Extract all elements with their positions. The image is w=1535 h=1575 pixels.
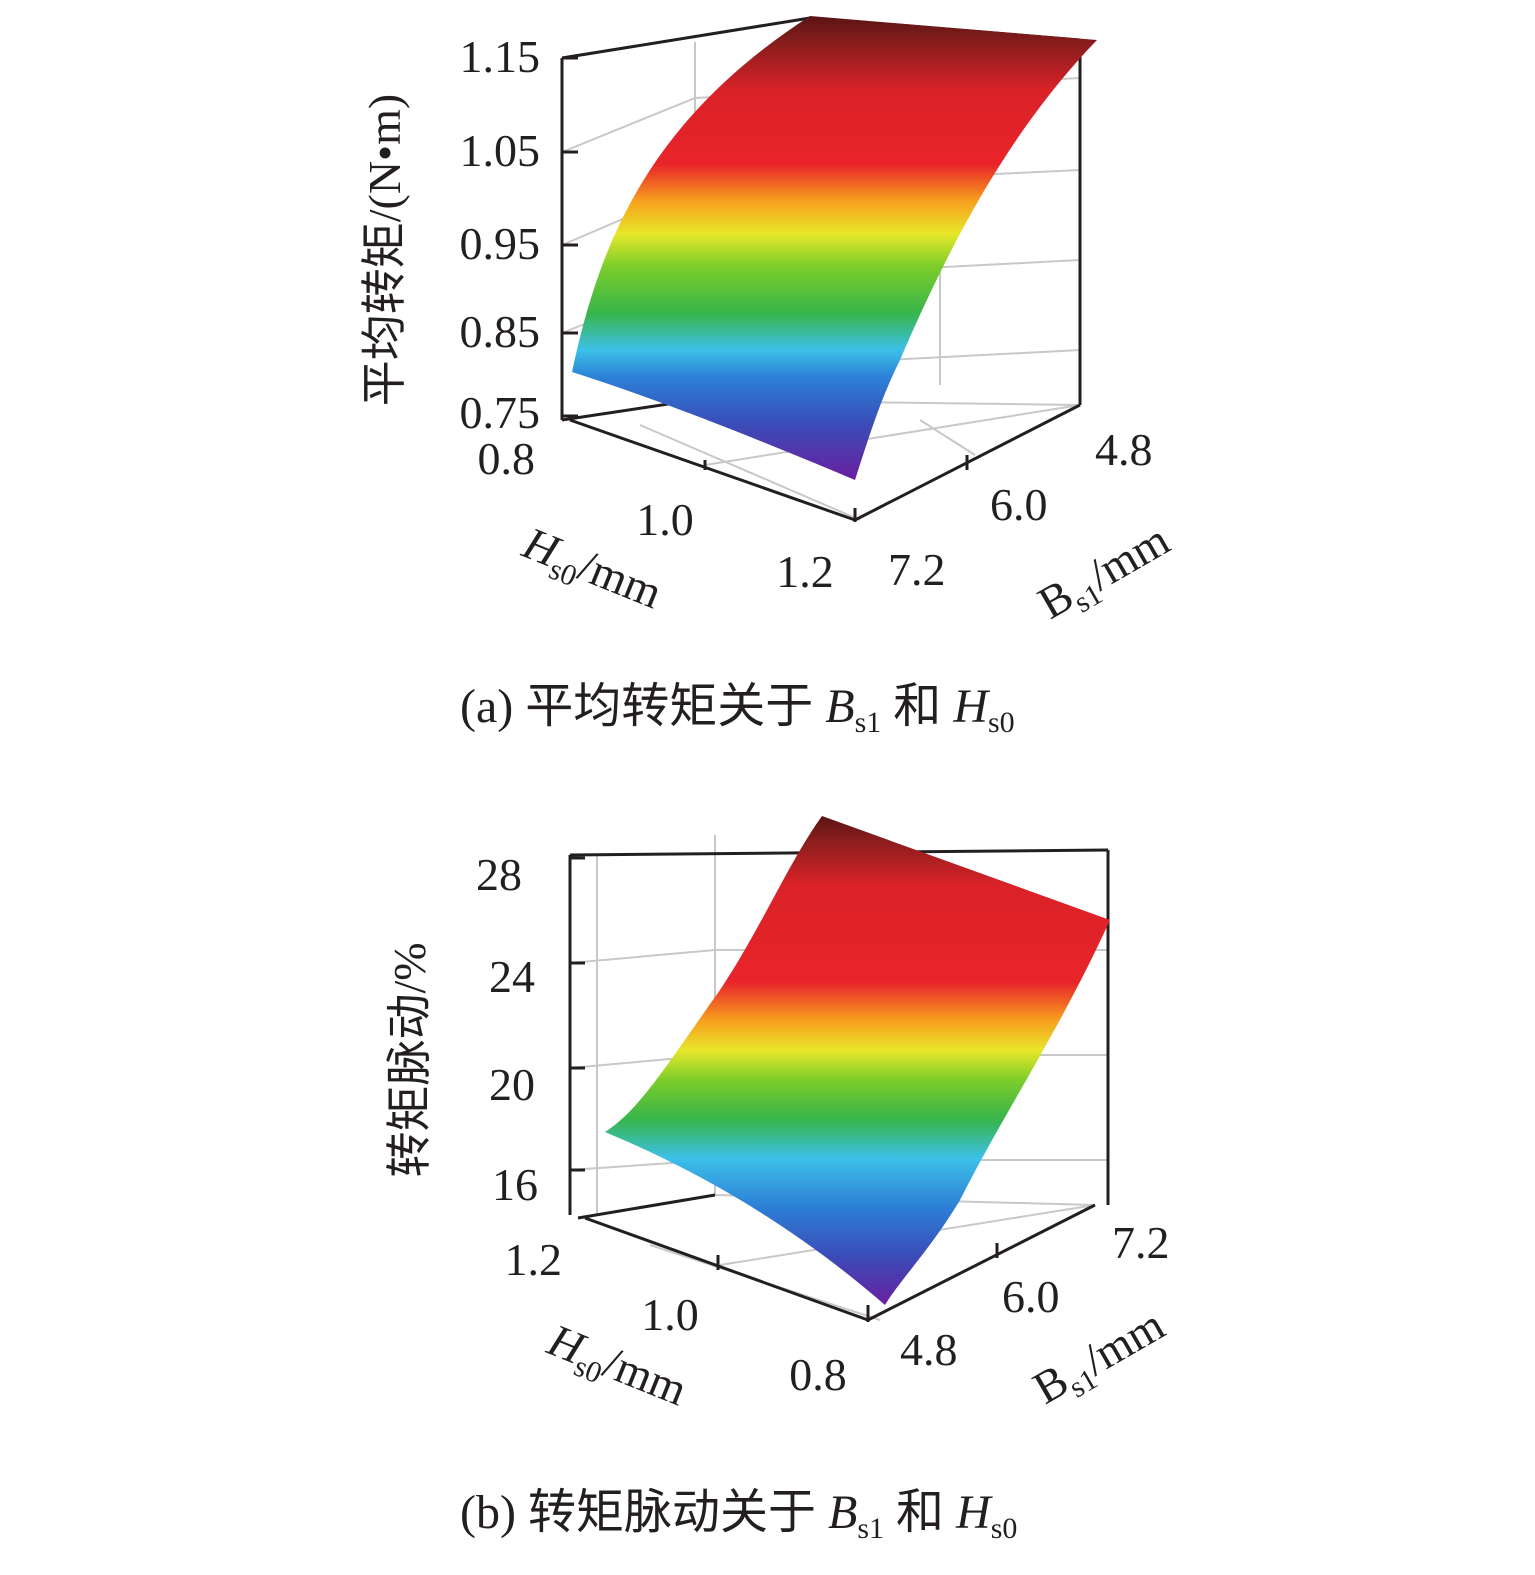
chart-a-z-tick-label: 0.95 — [460, 218, 541, 269]
chart-a-caption-mid: 和 — [881, 680, 953, 733]
chart-b-y-tick-label: 4.8 — [900, 1324, 958, 1375]
chart-b-caption-mid: 和 — [884, 1486, 956, 1539]
chart-b-x-tick-label: 0.8 — [789, 1349, 847, 1400]
chart-a-y-tick-label: 7.2 — [888, 544, 946, 595]
chart-b-z-tick-label: 28 — [476, 849, 522, 900]
chart-a-x-axis-label-unit: /mm — [572, 539, 670, 618]
chart-b-caption-h-sub: s0 — [991, 1512, 1018, 1545]
chart-a-x-tick-label: 0.8 — [478, 433, 536, 484]
chart-a-x-tick-label: 1.0 — [636, 494, 694, 545]
chart-a: 1.15 1.05 0.95 0.85 0.75 0.8 1.0 1.2 4.8… — [359, 16, 1182, 739]
chart-a-z-tick-label: 0.85 — [460, 306, 541, 357]
chart-a-y-tick-label: 6.0 — [990, 479, 1048, 530]
chart-b-caption-prefix: (b) 转矩脉动关于 — [460, 1486, 828, 1539]
chart-a-caption: (a) 平均转矩关于 Bs1 和 Hs0 — [460, 680, 1015, 739]
chart-b-z-ticks — [570, 856, 999, 1322]
chart-b-x-tick-label: 1.2 — [505, 1234, 563, 1285]
chart-a-caption-h-sub: s0 — [988, 706, 1015, 739]
chart-b-z-tick-label: 16 — [492, 1159, 538, 1210]
chart-a-z-ticks — [562, 56, 969, 522]
chart-a-caption-b: B — [825, 680, 854, 733]
chart-b-x-axis-label-unit: /mm — [597, 1336, 695, 1415]
chart-b-surface — [605, 816, 1110, 1305]
chart-b-x-tick-label: 1.0 — [641, 1289, 699, 1340]
chart-b-z-tick-label: 24 — [489, 951, 535, 1002]
chart-b-caption-b: B — [828, 1486, 857, 1539]
chart-b-y-tick-label: 7.2 — [1112, 1217, 1170, 1268]
chart-b: 28 24 20 16 1.2 1.0 0.8 7.2 6.0 4.8 转矩脉动… — [384, 816, 1173, 1545]
chart-a-y-tick-label: 4.8 — [1095, 424, 1153, 475]
chart-a-caption-b-sub: s1 — [855, 706, 882, 739]
chart-b-y-tick-label: 6.0 — [1002, 1271, 1060, 1322]
chart-a-surface — [572, 16, 1097, 480]
chart-a-caption-h: H — [952, 680, 990, 733]
chart-a-z-tick-label: 1.05 — [460, 125, 541, 176]
chart-a-y-axis-label: Bs1/mm — [1030, 514, 1182, 635]
chart-b-z-tick-label: 20 — [489, 1059, 535, 1110]
chart-a-z-tick-label: 1.15 — [460, 31, 541, 82]
chart-b-caption-b-sub: s1 — [857, 1512, 884, 1545]
chart-b-z-axis-label: 转矩脉动/% — [384, 942, 435, 1177]
chart-b-caption: (b) 转矩脉动关于 Bs1 和 Hs0 — [460, 1486, 1017, 1545]
chart-a-caption-prefix: (a) 平均转矩关于 — [460, 680, 825, 733]
chart-b-caption-h: H — [955, 1486, 993, 1539]
chart-a-z-axis-label: 平均转矩/(N•m) — [359, 94, 410, 407]
chart-a-z-tick-label: 0.75 — [460, 387, 541, 438]
chart-a-x-tick-label: 1.2 — [776, 546, 834, 597]
